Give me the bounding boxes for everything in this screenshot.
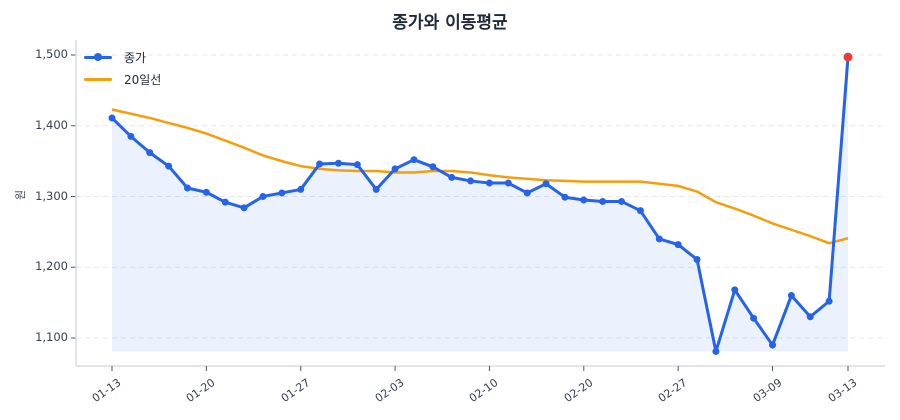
- close-point: [202, 188, 210, 196]
- close-point: [750, 314, 758, 322]
- close-point: [731, 286, 739, 294]
- close-area-fill: [112, 57, 848, 352]
- close-point: [523, 189, 531, 197]
- y-tick-label: 1,500: [35, 47, 68, 61]
- close-point: [334, 159, 342, 167]
- close-point: [655, 235, 663, 243]
- legend-label: 20일선: [124, 72, 162, 87]
- close-point: [674, 241, 682, 249]
- close-point: [240, 204, 248, 212]
- legend-label: 종가: [124, 50, 147, 65]
- y-tick-label: 1,100: [35, 330, 68, 344]
- close-point: [712, 347, 720, 355]
- close-point: [278, 189, 286, 197]
- close-point: [127, 132, 135, 140]
- y-tick-label: 1,200: [35, 259, 68, 274]
- close-point: [165, 162, 173, 170]
- close-point: [618, 197, 626, 205]
- close-point: [297, 185, 305, 193]
- y-tick-label: 1,300: [35, 188, 68, 203]
- close-point: [353, 161, 361, 169]
- close-line: [110, 57, 850, 353]
- close-point: [580, 196, 588, 204]
- y-tick-label: 1,400: [35, 117, 68, 132]
- close-point: [259, 193, 267, 200]
- close-point: [787, 292, 795, 300]
- close-point: [693, 255, 701, 263]
- close-point: [636, 207, 644, 215]
- ma20-line: [111, 108, 849, 245]
- close-point: [429, 163, 437, 171]
- close-point: [146, 149, 154, 157]
- close-point: [108, 114, 116, 122]
- close-point: [391, 165, 399, 173]
- close-point: [806, 313, 814, 321]
- ma-line-icon: [82, 73, 114, 85]
- legend-item-ma20: 20일선: [82, 68, 161, 90]
- close-point: [504, 179, 512, 187]
- close-point: [183, 184, 191, 192]
- close-point: [448, 173, 456, 181]
- legend-item-close: 종가: [82, 46, 161, 68]
- highlight-last-point: [843, 52, 853, 62]
- close-point: [372, 185, 380, 193]
- close-point: [599, 197, 607, 205]
- close-point: [542, 180, 550, 188]
- chart-title: 종가와 이동평균: [392, 13, 508, 33]
- legend: 종가 20일선: [82, 46, 161, 90]
- close-line-marker-icon: [82, 51, 114, 63]
- close-point: [561, 193, 569, 201]
- close-point: [316, 160, 324, 168]
- close-point: [769, 341, 777, 349]
- close-point: [485, 179, 493, 187]
- close-point: [825, 297, 833, 305]
- close-point: [221, 198, 229, 206]
- close-point: [467, 177, 475, 185]
- close-point: [410, 156, 418, 164]
